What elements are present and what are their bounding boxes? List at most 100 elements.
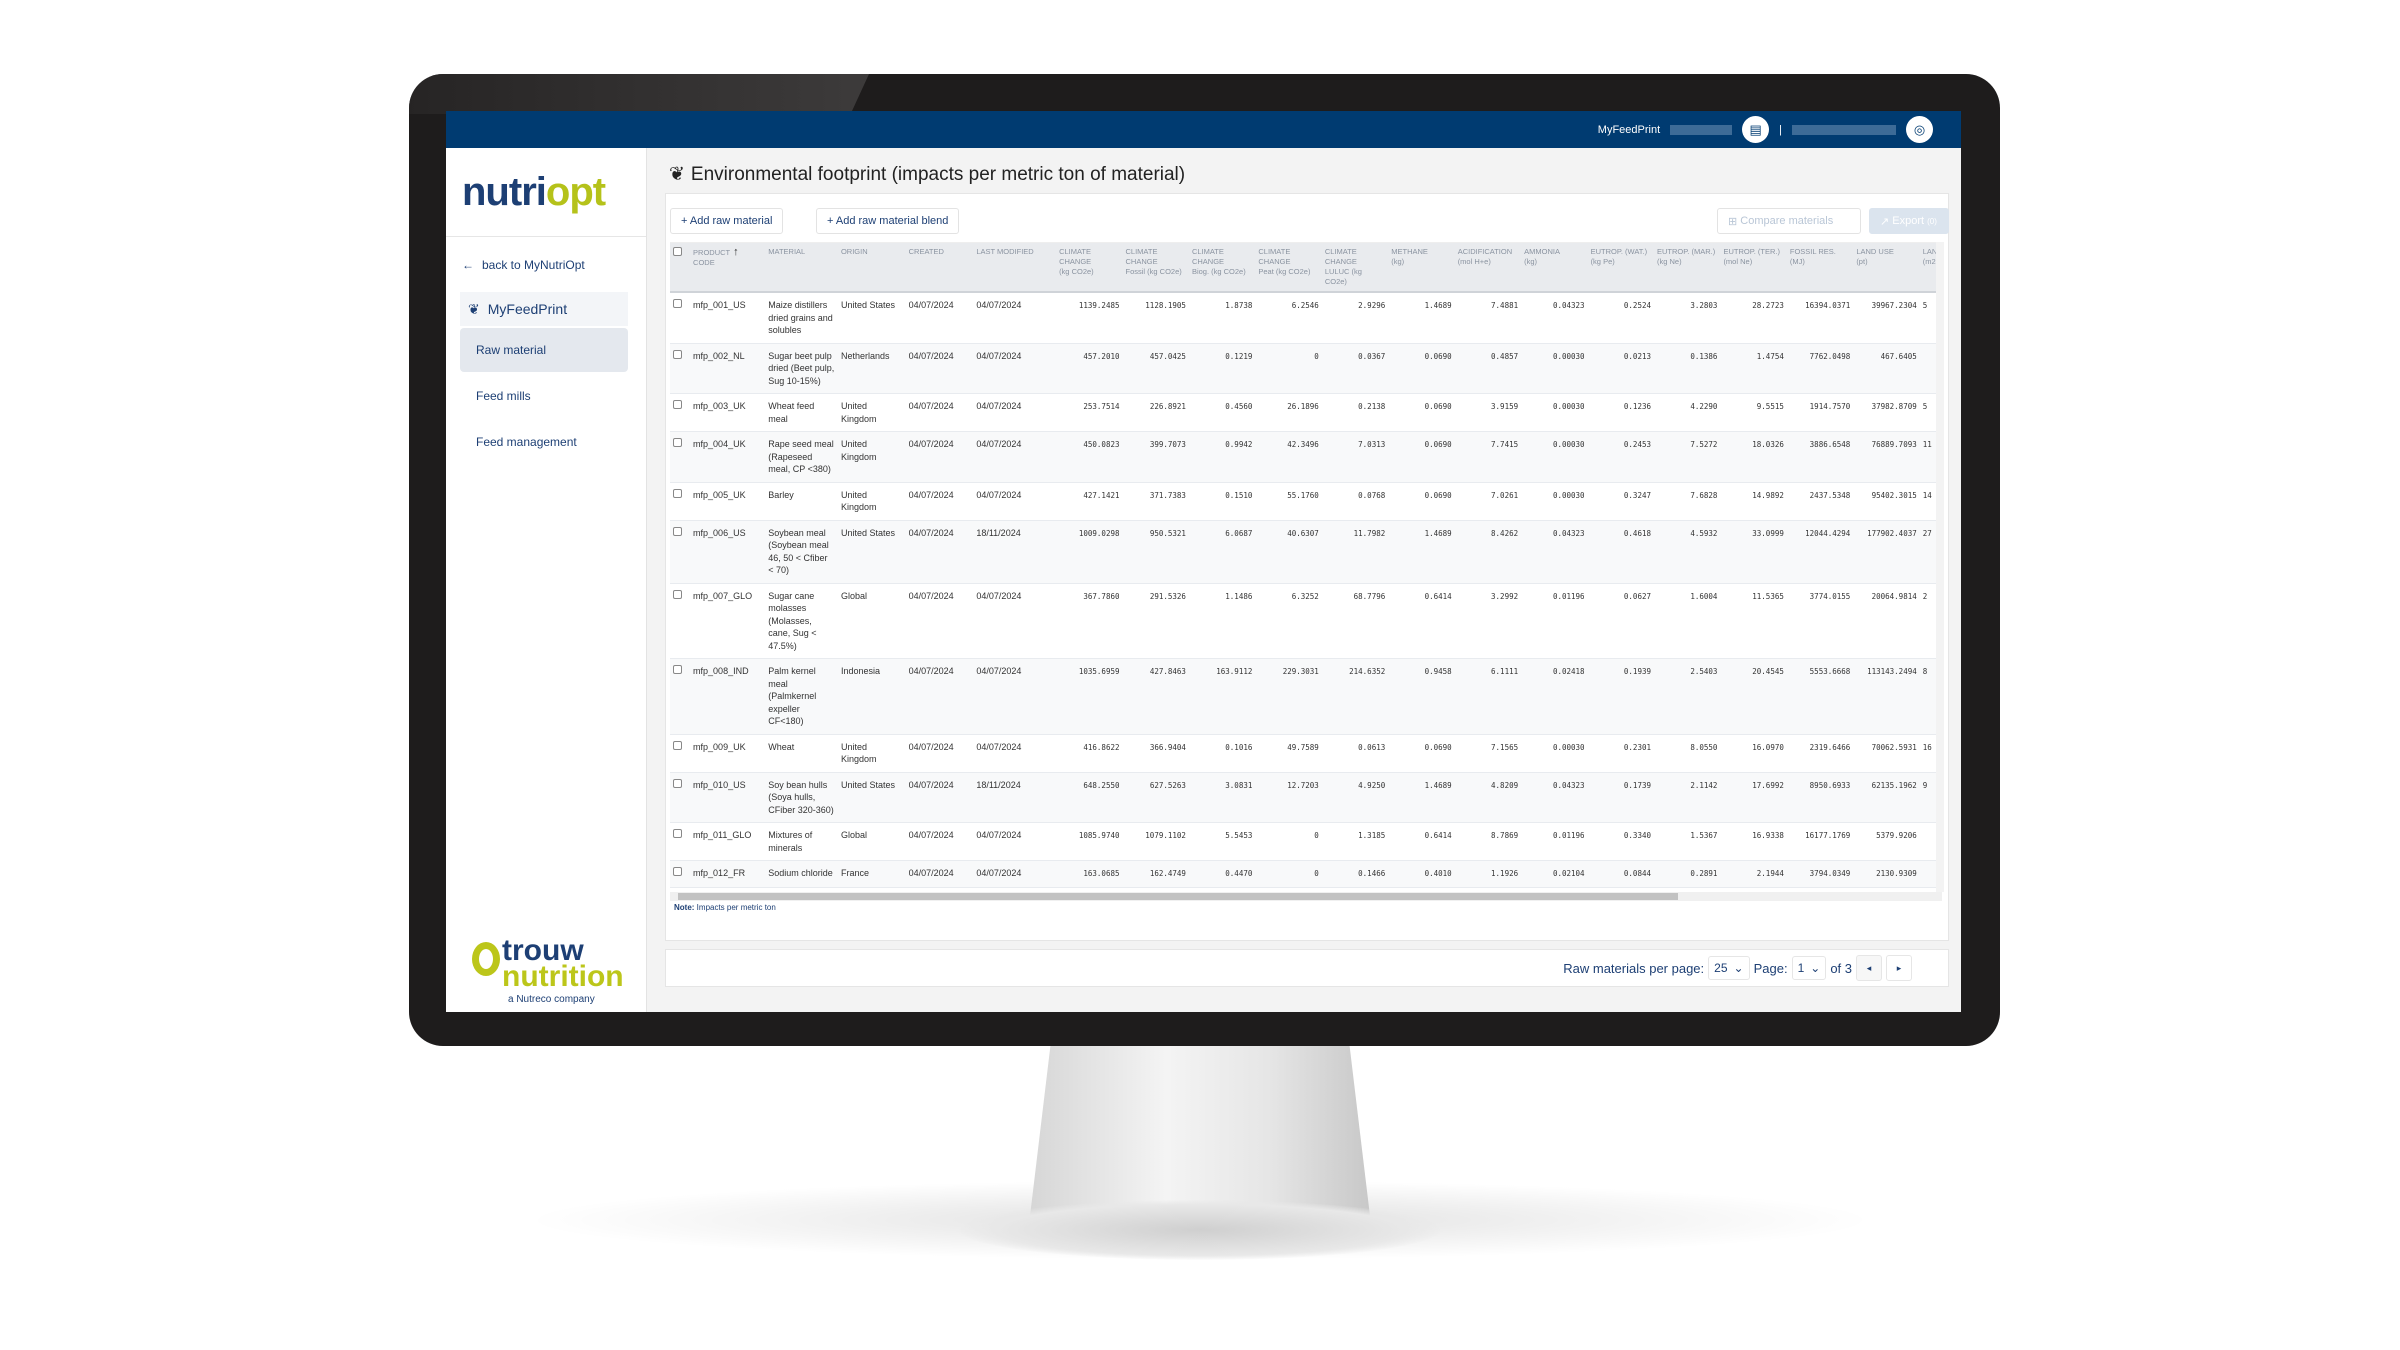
column-header[interactable]: CLIMATE CHANGE (kg CO2e)	[1056, 243, 1123, 293]
row-checkbox[interactable]	[670, 393, 691, 432]
row-checkbox[interactable]	[670, 343, 691, 394]
row-checkbox[interactable]	[670, 658, 691, 735]
column-header[interactable]: ACIDIFICATION (mol H+e)	[1454, 243, 1522, 293]
materials-table-container: PRODUCT ↑ CODE MATERIAL ORIGIN CREATED LAST MO…	[670, 242, 1942, 892]
column-header[interactable]: EUTROP. (TER.) (mol Ne)	[1720, 243, 1787, 293]
row-checkbox[interactable]	[670, 772, 691, 823]
column-header[interactable]: AMMONIA (kg)	[1521, 243, 1588, 293]
table-cell: United Kingdom	[837, 393, 906, 432]
table-cell: 04/07/2024	[905, 482, 974, 521]
table-cell: 0.02418	[1521, 658, 1588, 735]
table-cell: 8950.6933	[1786, 772, 1854, 823]
pagination: Raw materials per page: 25 ⌄ Page: 1 ⌄ of …	[665, 949, 1949, 987]
row-checkbox[interactable]	[670, 822, 691, 861]
next-page-button[interactable]: ▸	[1886, 955, 1912, 981]
table-cell: 0.2891	[1654, 860, 1721, 888]
external-link-icon: ↗	[1880, 215, 1893, 228]
table-cell: 7.6828	[1654, 482, 1721, 521]
column-header[interactable]: CLIMATE CHANGE Peat (kg CO2e)	[1255, 243, 1322, 293]
column-header[interactable]: MATERIAL	[765, 243, 838, 293]
table-cell: 0	[1255, 822, 1322, 861]
materials-table: PRODUCT ↑ CODE MATERIAL ORIGIN CREATED LAST MO…	[670, 243, 1942, 888]
table-cell: 7.0261	[1454, 482, 1522, 521]
table-cell: 0.4560	[1188, 393, 1256, 432]
table-cell: 0.00030	[1521, 734, 1588, 773]
table-cell: 1035.6959	[1056, 658, 1123, 735]
sidebar-item-raw-material[interactable]: Raw material	[460, 328, 628, 372]
table-row[interactable]: mfp_010_US Soy bean hulls (Soya hulls, CF…	[670, 772, 1942, 823]
table-cell: 1.1926	[1454, 860, 1522, 888]
table-cell: 1.6004	[1654, 583, 1721, 659]
add-raw-material-button[interactable]: + Add raw material	[670, 208, 784, 234]
table-row[interactable]: mfp_009_UK Wheat United Kingdom 04/07/2024 0…	[670, 734, 1942, 773]
table-cell: 0.0690	[1388, 431, 1455, 483]
table-cell: United States	[837, 520, 906, 584]
table-row[interactable]: mfp_006_US Soybean meal (Soybean meal 46,…	[670, 520, 1942, 584]
vertical-scrollbar[interactable]	[1936, 242, 1944, 892]
table-cell: 42.3496	[1255, 431, 1322, 483]
column-header[interactable]: METHANE (kg)	[1388, 243, 1455, 293]
column-header[interactable]: EUTROP. (MAR.) (kg Ne)	[1654, 243, 1721, 293]
table-cell: 3.0831	[1188, 772, 1256, 823]
horizontal-scrollbar[interactable]	[670, 892, 1942, 901]
table-cell: Soybean meal (Soybean meal 46, 50 < Cfib…	[765, 520, 838, 584]
table-cell: 1.3185	[1321, 822, 1389, 861]
table-row[interactable]: mfp_008_IND Palm kernel meal (Palmkernel …	[670, 658, 1942, 735]
nutriopt-logo[interactable]: nutriopt	[462, 170, 606, 214]
column-header[interactable]: CLIMATE CHANGE Fossil (kg CO2e)	[1122, 243, 1189, 293]
column-header[interactable]: EUTROP. (WAT.) (kg Pe)	[1587, 243, 1654, 293]
per-page-select[interactable]: 25 ⌄	[1708, 956, 1750, 980]
column-header[interactable]: FOSSIL RES. (MJ)	[1786, 243, 1854, 293]
column-header[interactable]: CREATED	[905, 243, 974, 293]
table-row[interactable]: mfp_002_NL Sugar beet pulp dried (Beet pu…	[670, 343, 1942, 394]
export-button[interactable]: ↗ Export (0)	[1869, 208, 1949, 234]
table-cell: mfp_005_UK	[690, 482, 766, 521]
table-row[interactable]: mfp_001_US Maize distillers dried grains …	[670, 292, 1942, 344]
table-cell: mfp_009_UK	[690, 734, 766, 773]
table-row[interactable]: mfp_005_UK Barley United Kingdom 04/07/2024…	[670, 482, 1942, 521]
row-checkbox[interactable]	[670, 292, 691, 344]
add-raw-material-blend-button[interactable]: + Add raw material blend	[816, 208, 960, 234]
table-cell: 0.0768	[1321, 482, 1389, 521]
trouw-nutrition-logo: trouw nutrition a Nutreco company	[472, 936, 624, 1005]
table-cell: Rape seed meal (Rapeseed meal, CP <380)	[765, 431, 838, 483]
column-header[interactable]: LAST MODIFIED	[973, 243, 1057, 293]
row-checkbox[interactable]	[670, 734, 691, 773]
back-link[interactable]: ← back to MyNutriOpt	[462, 258, 585, 272]
select-all-checkbox[interactable]	[670, 243, 691, 293]
row-checkbox[interactable]	[670, 520, 691, 584]
page-select[interactable]: 1 ⌄	[1791, 956, 1827, 980]
table-cell: 04/07/2024	[973, 343, 1057, 394]
table-cell: 1.4689	[1388, 292, 1455, 344]
table-cell: 5.5453	[1188, 822, 1256, 861]
row-checkbox[interactable]	[670, 482, 691, 521]
sidebar-item-feed-management[interactable]: Feed management	[476, 435, 577, 449]
building-icon[interactable]: ▤	[1742, 116, 1770, 143]
column-header[interactable]: CLIMATE CHANGE LULUC (kg CO2e)	[1321, 243, 1389, 293]
table-row[interactable]: mfp_011_GLO Mixtures of minerals Global 04/…	[670, 822, 1942, 861]
row-checkbox[interactable]	[670, 583, 691, 659]
row-checkbox[interactable]	[670, 860, 691, 888]
sidebar-item-feed-mills[interactable]: Feed mills	[476, 389, 531, 403]
table-row[interactable]: mfp_012_FR Sodium chloride France 04/07/202…	[670, 860, 1942, 888]
table-cell: 0.4618	[1587, 520, 1654, 584]
column-header[interactable]: LAND USE (pt)	[1853, 243, 1920, 293]
table-cell: 55.1760	[1255, 482, 1322, 521]
table-cell: 0.1219	[1188, 343, 1256, 394]
column-header[interactable]: PRODUCT ↑ CODE	[690, 243, 766, 293]
user-circle-icon[interactable]: ◎	[1906, 116, 1933, 143]
prev-page-button[interactable]: ◂	[1856, 955, 1882, 981]
table-row[interactable]: mfp_003_UK Wheat feed meal United Kingdom 0…	[670, 393, 1942, 432]
column-header[interactable]: CLIMATE CHANGE Biog. (kg CO2e)	[1188, 243, 1256, 293]
column-header[interactable]: ORIGIN	[837, 243, 906, 293]
compare-materials-button[interactable]: ⊞ Compare materials	[1717, 208, 1861, 234]
sidebar-section-myfeedprint[interactable]: ❦ MyFeedPrint	[460, 292, 628, 326]
table-cell: mfp_010_US	[690, 772, 766, 823]
table-row[interactable]: mfp_004_UK Rape seed meal (Rapeseed meal,…	[670, 431, 1942, 483]
row-checkbox[interactable]	[670, 431, 691, 483]
scrollbar-thumb[interactable]	[678, 893, 1678, 900]
arrow-left-icon: ←	[462, 258, 474, 272]
table-cell: 427.1421	[1056, 482, 1123, 521]
table-row[interactable]: mfp_007_GLO Sugar cane molasses (Molasses…	[670, 583, 1942, 659]
table-cell: 04/07/2024	[973, 658, 1057, 735]
